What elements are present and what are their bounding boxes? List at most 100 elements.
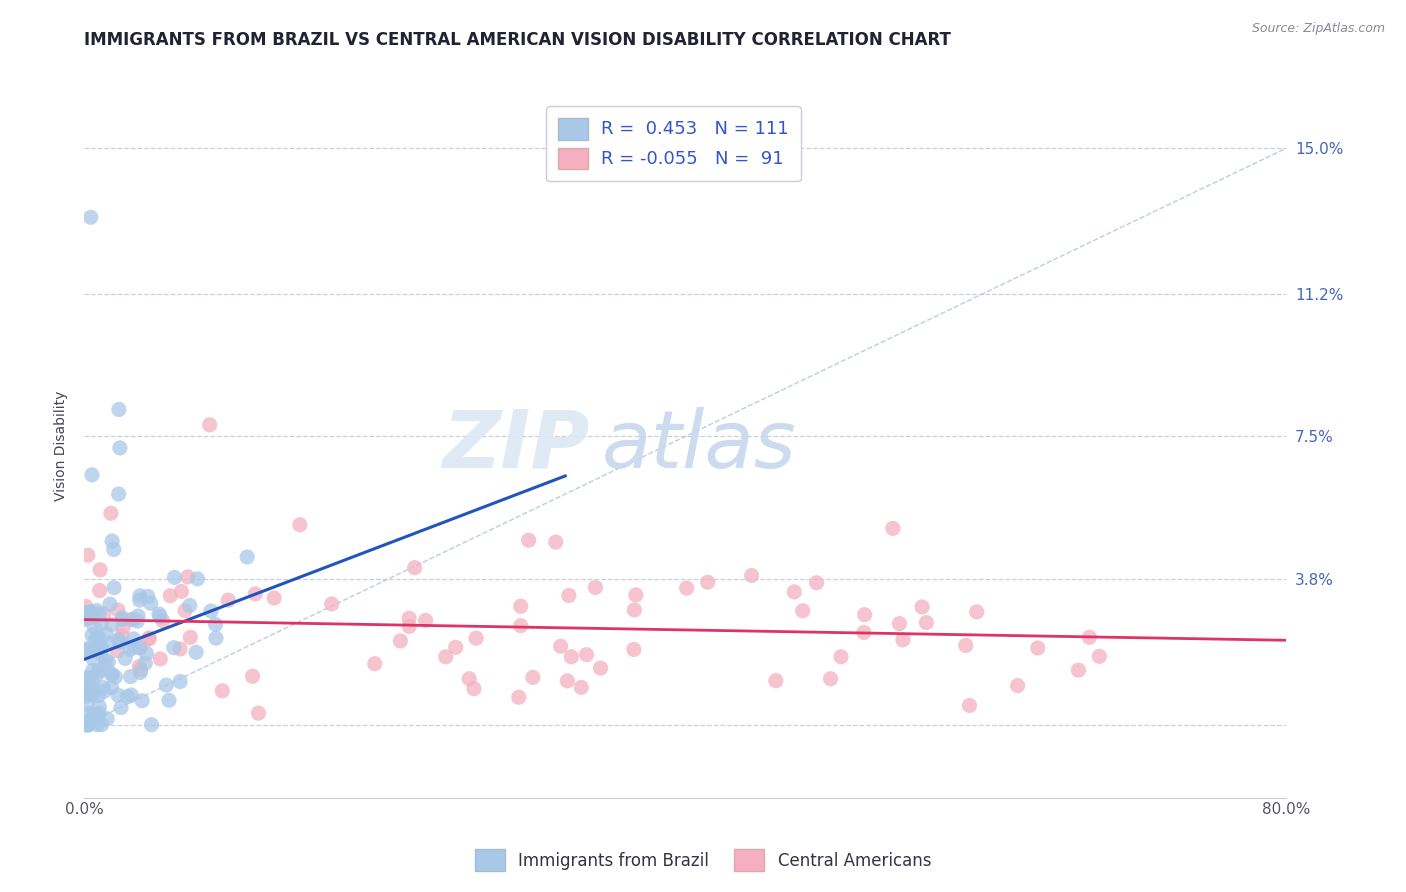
Point	[550, 639, 572, 653]
Point	[120, 688, 142, 702]
Point	[806, 575, 828, 590]
Point	[544, 535, 567, 549]
Point	[198, 417, 221, 432]
Point	[90, 717, 112, 731]
Point	[120, 613, 142, 627]
Point	[101, 617, 124, 632]
Point	[623, 603, 645, 617]
Point	[131, 694, 153, 708]
Point	[263, 591, 285, 605]
Point	[589, 661, 612, 675]
Point	[853, 607, 876, 622]
Point	[404, 560, 426, 574]
Point	[108, 635, 131, 649]
Point	[89, 583, 111, 598]
Point	[80, 628, 103, 642]
Point	[84, 632, 107, 647]
Point	[107, 603, 129, 617]
Point	[434, 649, 457, 664]
Point	[112, 620, 135, 634]
Point	[77, 717, 100, 731]
Point	[465, 632, 488, 646]
Point	[86, 667, 108, 681]
Point	[76, 641, 98, 656]
Point	[107, 688, 129, 702]
Point	[364, 657, 387, 671]
Point	[204, 617, 226, 632]
Text: atlas: atlas	[602, 407, 796, 485]
Point	[783, 585, 806, 599]
Legend: Immigrants from Brazil, Central Americans: Immigrants from Brazil, Central American…	[467, 841, 939, 880]
Point	[129, 665, 152, 680]
Point	[128, 659, 150, 673]
Point	[882, 521, 904, 535]
Point	[76, 686, 98, 700]
Point	[89, 700, 111, 714]
Point	[80, 687, 103, 701]
Point	[83, 642, 105, 657]
Point	[179, 599, 201, 613]
Point	[82, 652, 104, 666]
Point	[76, 548, 98, 562]
Point	[139, 596, 162, 610]
Point	[128, 593, 150, 607]
Point	[623, 642, 645, 657]
Point	[583, 581, 606, 595]
Point	[100, 506, 122, 520]
Point	[135, 647, 157, 661]
Point	[103, 581, 125, 595]
Point	[127, 609, 149, 624]
Point	[82, 675, 104, 690]
Point	[93, 607, 115, 621]
Point	[89, 607, 111, 621]
Point	[75, 689, 97, 703]
Point	[100, 681, 122, 695]
Point	[75, 606, 97, 620]
Point	[200, 604, 222, 618]
Point	[94, 658, 117, 673]
Point	[77, 608, 100, 623]
Point	[889, 616, 911, 631]
Point	[152, 614, 174, 628]
Point	[211, 683, 233, 698]
Point	[174, 604, 197, 618]
Point	[129, 663, 152, 677]
Point	[75, 612, 97, 626]
Point	[245, 587, 267, 601]
Point	[117, 690, 139, 704]
Point	[1067, 663, 1090, 677]
Point	[97, 655, 120, 669]
Point	[765, 673, 787, 688]
Point	[675, 581, 697, 595]
Point	[101, 667, 124, 681]
Point	[149, 609, 172, 624]
Point	[852, 625, 875, 640]
Point	[76, 611, 98, 625]
Point	[1026, 640, 1049, 655]
Point	[127, 614, 149, 628]
Point	[163, 570, 186, 584]
Point	[75, 599, 97, 614]
Point	[136, 590, 159, 604]
Point	[120, 642, 142, 657]
Point	[82, 688, 104, 702]
Point	[138, 631, 160, 645]
Point	[624, 588, 647, 602]
Point	[114, 651, 136, 665]
Point	[73, 645, 96, 659]
Point	[98, 636, 121, 650]
Point	[508, 690, 530, 705]
Point	[959, 698, 981, 713]
Point	[80, 606, 103, 620]
Point	[108, 441, 131, 455]
Point	[107, 487, 129, 501]
Point	[111, 629, 134, 643]
Point	[86, 709, 108, 723]
Point	[169, 674, 191, 689]
Point	[463, 681, 485, 696]
Point	[458, 672, 481, 686]
Point	[80, 211, 103, 225]
Point	[149, 652, 172, 666]
Point	[103, 542, 125, 557]
Point	[177, 570, 200, 584]
